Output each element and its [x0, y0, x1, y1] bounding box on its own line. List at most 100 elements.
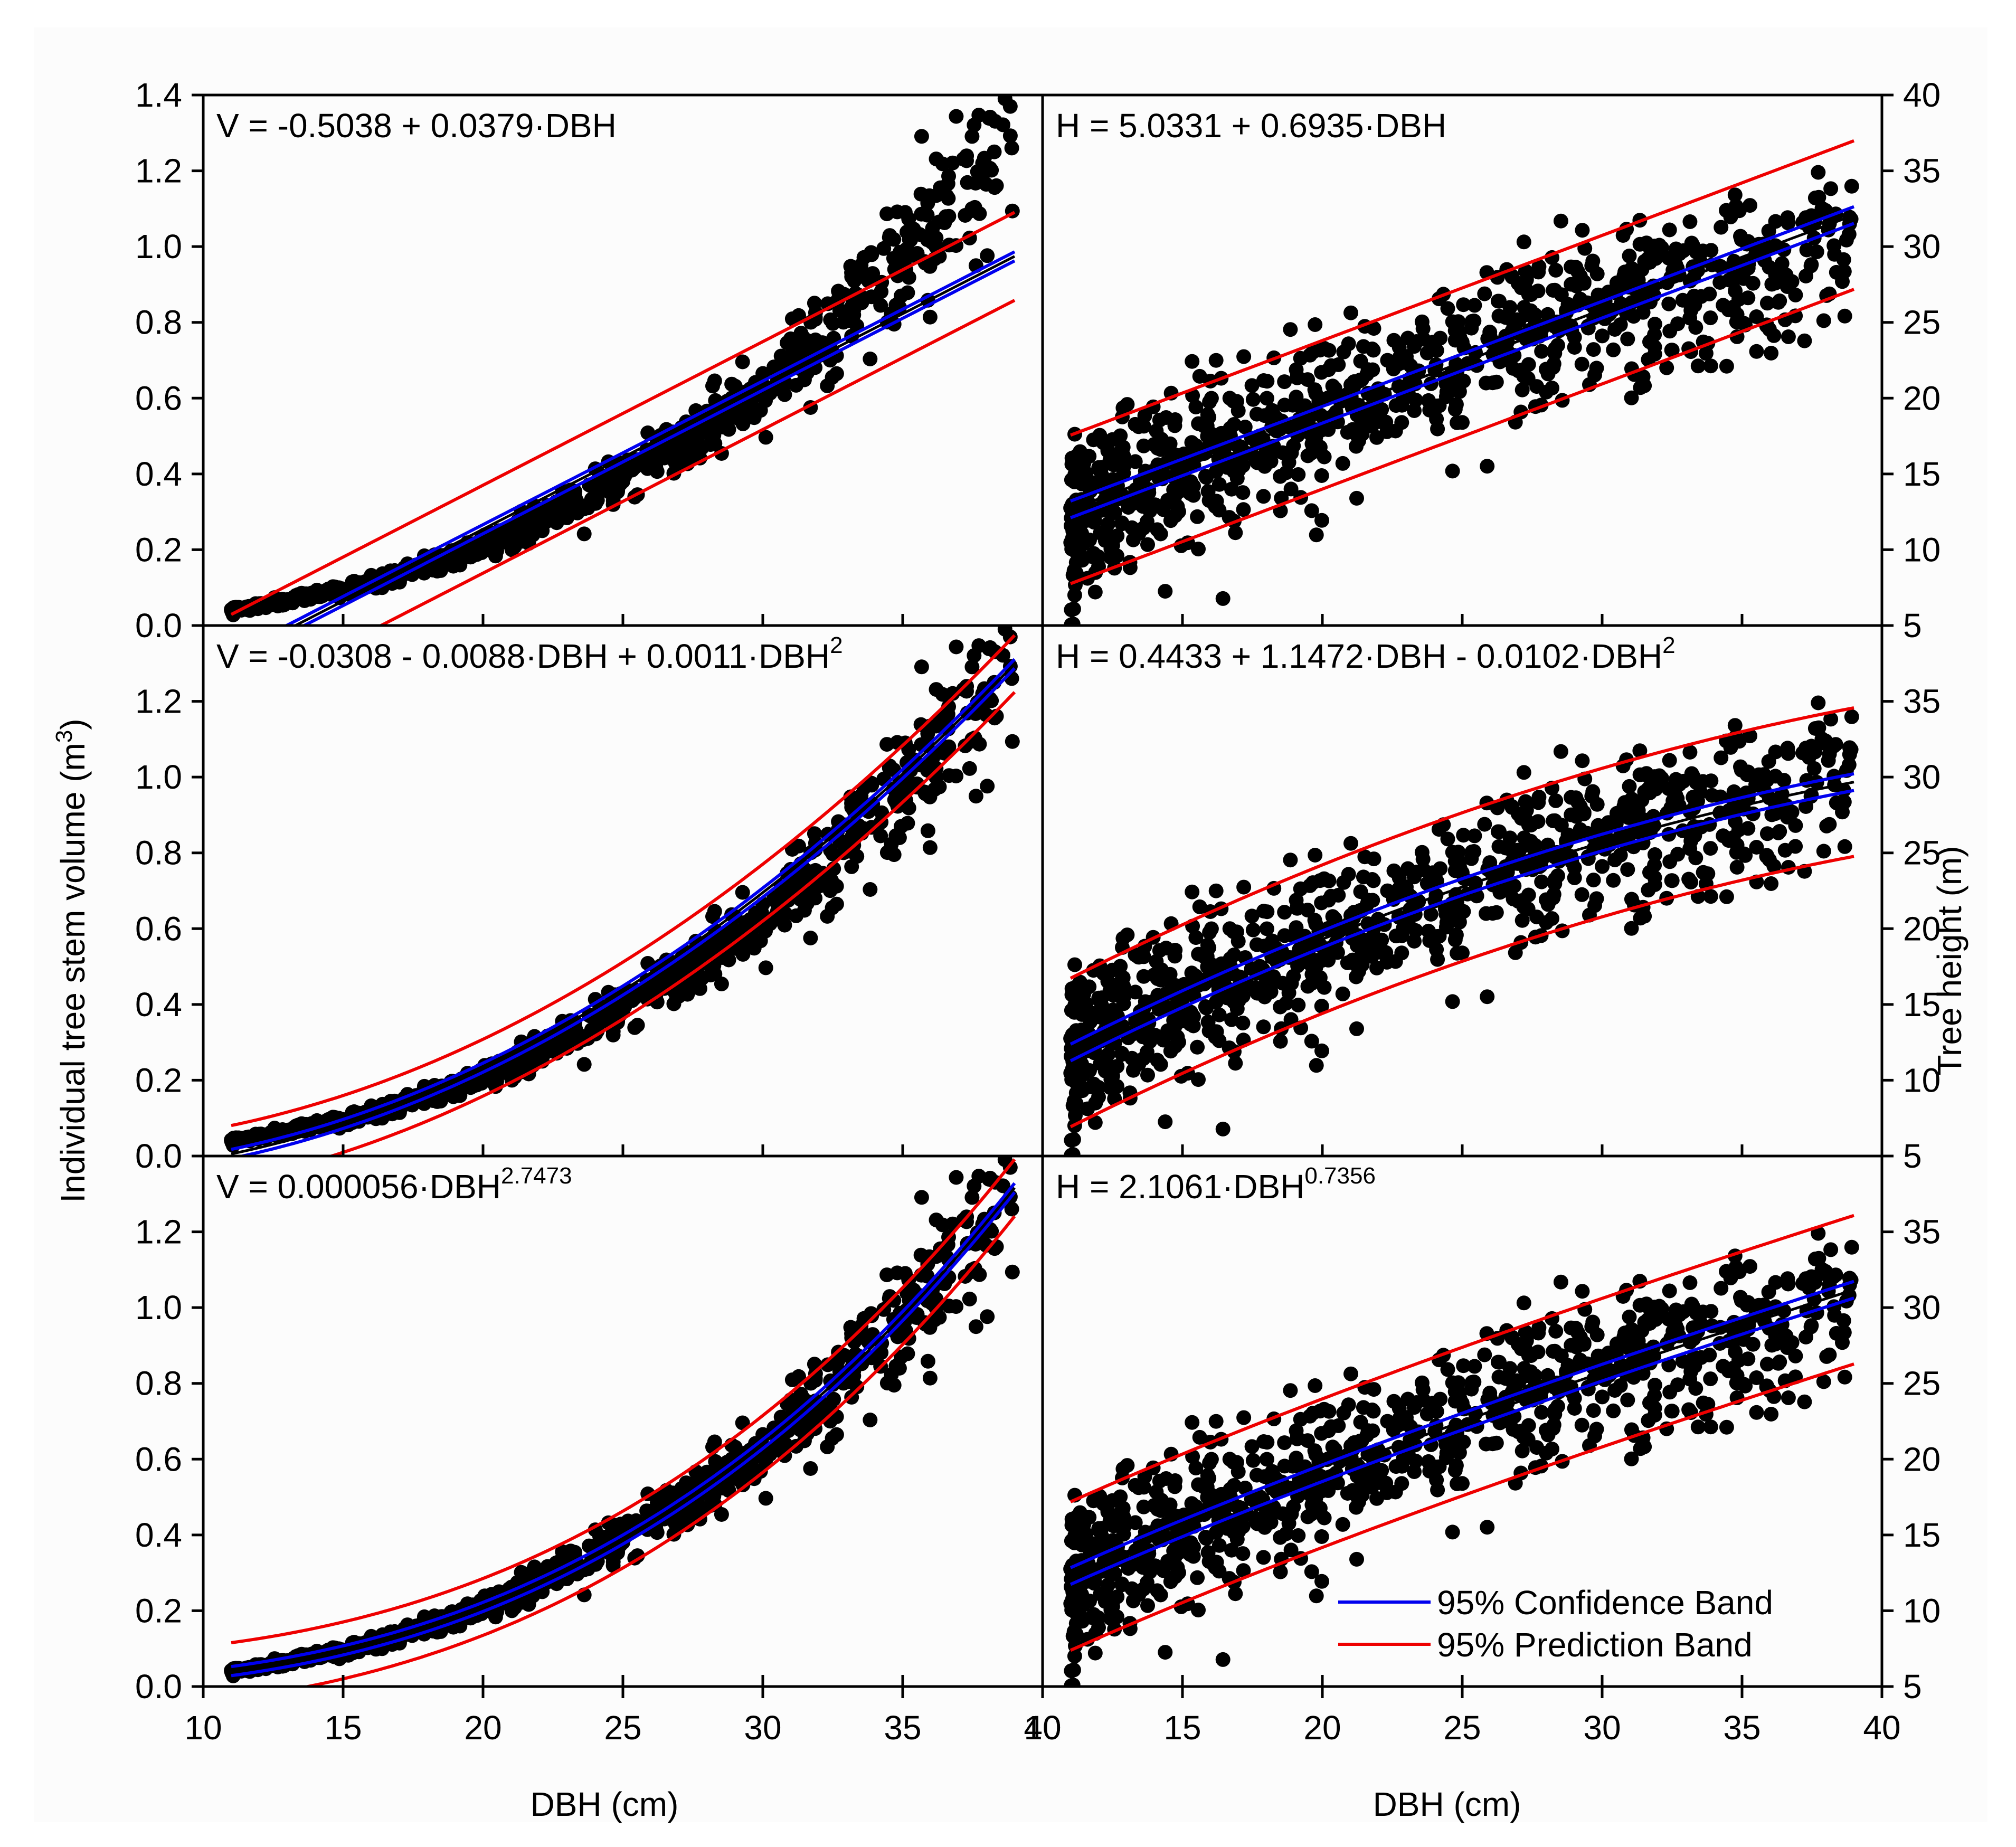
data-point [1456, 297, 1471, 312]
data-point [1283, 481, 1299, 497]
data-point [1445, 314, 1460, 329]
data-point [1184, 435, 1199, 450]
data-point [980, 1309, 995, 1324]
data-point [1335, 456, 1350, 471]
data-point [1158, 1645, 1173, 1660]
data-point [1491, 839, 1507, 854]
data-point [1423, 907, 1438, 922]
data-point [1190, 509, 1205, 524]
data-point [1548, 262, 1564, 278]
data-point [727, 378, 743, 394]
data-point [1826, 238, 1842, 253]
data-point [777, 917, 792, 933]
data-point [920, 726, 935, 741]
data-point [1300, 979, 1315, 994]
data-point [1005, 1264, 1020, 1280]
fitted-curve [1069, 781, 1854, 1054]
data-point [1353, 884, 1368, 899]
data-point [1788, 818, 1803, 833]
data-point [801, 1422, 817, 1437]
data-point [588, 496, 603, 511]
data-point [1445, 994, 1460, 1009]
prediction-band-lower [326, 691, 1016, 1156]
data-point [1349, 938, 1365, 953]
data-point [1836, 252, 1851, 267]
data-point [1067, 467, 1083, 482]
confidence-band-lower [235, 667, 1016, 1156]
data-point [1415, 851, 1431, 867]
data-point [1438, 920, 1454, 935]
data-point [1664, 343, 1679, 358]
data-point [1777, 842, 1793, 858]
data-point [1550, 868, 1565, 884]
data-point [1719, 358, 1734, 374]
data-point [1142, 503, 1158, 518]
data-point [1200, 429, 1215, 444]
data-point [1199, 418, 1215, 433]
data-point [900, 1285, 914, 1301]
data-point [996, 1178, 1010, 1194]
data-point [539, 1045, 554, 1059]
data-point [1219, 460, 1235, 475]
confidence-band-lower [231, 1191, 1016, 1678]
data-point [958, 738, 973, 753]
data-point [1330, 945, 1345, 960]
data-point [1811, 190, 1826, 205]
panel-volume-linear: 0.00.20.40.60.81.01.21.4V = -0.5038 + 0.… [135, 76, 1044, 645]
data-point [823, 312, 838, 327]
data-point [1768, 214, 1783, 229]
data-point [1774, 256, 1790, 271]
data-point [1816, 313, 1831, 328]
data-point [1366, 321, 1381, 336]
data-point [576, 526, 592, 542]
data-point [972, 1267, 987, 1282]
data-point [945, 686, 960, 701]
data-point [1064, 617, 1079, 626]
data-point [900, 1346, 915, 1361]
data-point [1349, 490, 1364, 506]
data-point [1595, 328, 1610, 344]
data-point [1516, 765, 1531, 780]
data-point [1693, 289, 1709, 304]
data-point [1314, 1529, 1329, 1544]
data-point [1185, 354, 1200, 369]
data-point [680, 987, 695, 1002]
data-point [1756, 767, 1772, 782]
data-point [1170, 1029, 1185, 1045]
data-point [1317, 449, 1332, 465]
data-point [1198, 469, 1213, 484]
data-point [820, 378, 835, 393]
y-tick-label: 1.4 [135, 76, 182, 114]
data-point [753, 933, 768, 949]
data-point [922, 309, 938, 325]
data-point [1170, 481, 1185, 496]
data-point [1433, 861, 1448, 876]
data-point [1248, 981, 1263, 996]
data-point [1067, 997, 1083, 1012]
data-point [1719, 889, 1734, 904]
data-point [1504, 269, 1520, 285]
data-point [650, 1491, 666, 1506]
data-point [820, 1357, 835, 1372]
fit-curves [1069, 706, 1854, 1129]
data-point [882, 228, 897, 243]
data-point [803, 931, 818, 945]
data-point [1749, 344, 1764, 359]
data-point [1080, 1101, 1095, 1116]
x-tick-label: 30 [744, 1709, 781, 1747]
data-point [815, 335, 830, 351]
equation-sup: 2 [1662, 632, 1675, 658]
data-point [987, 144, 1002, 159]
data-point [1513, 280, 1529, 296]
data-point [879, 206, 895, 222]
data-point [1212, 477, 1227, 492]
data-point [1300, 448, 1315, 463]
data-point [897, 253, 912, 268]
data-point [1260, 374, 1275, 389]
equation-label: V = -0.5038 + 0.0379·DBH [216, 107, 617, 145]
data-point [1574, 887, 1589, 902]
data-point [1550, 338, 1565, 353]
data-point [1170, 1011, 1185, 1027]
data-point [1684, 766, 1699, 781]
